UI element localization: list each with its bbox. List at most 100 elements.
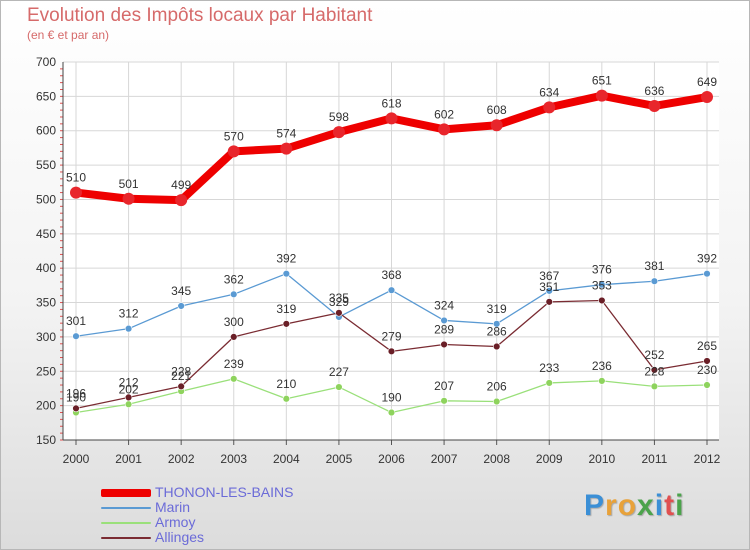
data-label: 634 (539, 85, 559, 99)
data-point (703, 357, 711, 365)
legend-label: Marin (155, 499, 191, 515)
logo-letter: o (617, 489, 638, 522)
data-point (545, 287, 553, 295)
data-label: 501 (119, 177, 139, 191)
data-point (122, 192, 135, 205)
logo-letter: i (654, 489, 665, 522)
legend-item: Armoy (101, 515, 293, 530)
data-label: 190 (381, 391, 401, 405)
data-label: 319 (487, 302, 507, 316)
y-tick-label: 150 (36, 433, 56, 447)
proxiti-logo: Proxiti (584, 489, 684, 523)
data-point (124, 400, 133, 408)
data-point (124, 324, 133, 333)
chart-title: Evolution des Impôts locaux par Habitant (27, 5, 373, 26)
data-label: 353 (592, 278, 612, 292)
data-label: 206 (487, 380, 507, 394)
x-tick-label: 2001 (115, 452, 142, 466)
data-label: 335 (329, 291, 349, 305)
x-tick-label: 2003 (220, 452, 247, 466)
y-tick-label: 450 (36, 227, 56, 241)
data-point (177, 302, 185, 310)
data-point (70, 186, 82, 199)
y-tick-label: 550 (36, 158, 56, 172)
data-point (438, 123, 451, 136)
x-tick-label: 2006 (378, 452, 405, 466)
data-point (387, 408, 396, 417)
data-label: 598 (329, 110, 349, 124)
x-tick-label: 2012 (694, 452, 721, 466)
y-tick-label: 650 (36, 89, 56, 103)
data-point (492, 320, 501, 328)
data-label: 230 (697, 363, 717, 377)
data-label: 202 (119, 382, 139, 396)
data-label: 196 (66, 386, 86, 400)
data-point (385, 112, 398, 125)
data-point (282, 269, 291, 278)
data-point (650, 277, 659, 285)
data-point (440, 316, 448, 325)
data-label: 608 (487, 103, 507, 117)
chart-subtitle: (en € et par an) (27, 28, 110, 42)
x-tick-label: 2002 (168, 452, 195, 466)
data-point (72, 404, 80, 413)
legend-label: Armoy (155, 514, 196, 530)
data-label: 362 (224, 272, 244, 286)
data-label: 376 (592, 263, 612, 277)
data-label: 324 (434, 298, 454, 312)
data-point (230, 290, 238, 298)
data-point (492, 397, 501, 406)
data-point (492, 342, 501, 351)
data-point (280, 142, 293, 155)
data-point (175, 194, 188, 207)
data-label: 239 (224, 357, 244, 371)
logo-letter: i (675, 489, 685, 522)
data-point (545, 379, 553, 387)
data-point (650, 382, 659, 391)
data-point (598, 377, 606, 385)
data-label: 312 (119, 307, 139, 321)
data-point (650, 366, 659, 374)
data-label: 289 (434, 322, 454, 336)
x-tick-label: 2010 (588, 452, 615, 466)
x-tick-label: 2004 (273, 452, 300, 466)
data-label: 636 (644, 84, 664, 98)
x-tick-label: 2009 (536, 452, 563, 466)
data-point (72, 332, 80, 340)
data-label: 570 (224, 129, 244, 143)
y-tick-label: 400 (36, 261, 56, 275)
y-tick-label: 700 (36, 55, 56, 69)
x-tick-label: 2005 (326, 452, 353, 466)
data-label: 329 (329, 295, 349, 309)
data-point (387, 347, 396, 356)
data-point (543, 101, 556, 114)
data-point (440, 340, 448, 349)
logo-letter: P (584, 489, 606, 522)
data-point (648, 99, 661, 112)
logo-letter: x (637, 489, 655, 522)
data-point (177, 382, 185, 391)
data-label: 651 (592, 74, 612, 88)
x-tick-label: 2011 (642, 452, 668, 466)
data-point (387, 286, 396, 294)
legend-item: THONON-LES-BAINS (101, 485, 293, 500)
data-label: 265 (697, 339, 717, 353)
data-label: 618 (381, 96, 401, 110)
data-label: 228 (644, 364, 664, 378)
chart-legend: THONON-LES-BAINS Marin Armoy Allinges (101, 485, 293, 545)
data-label: 574 (276, 127, 296, 141)
data-label: 300 (224, 315, 244, 329)
logo-letter: r (605, 489, 618, 522)
data-label: 279 (381, 329, 401, 343)
y-tick-label: 300 (36, 330, 56, 344)
data-point (703, 269, 711, 278)
data-label: 252 (644, 348, 664, 362)
data-point (282, 395, 291, 403)
legend-swatch (101, 521, 151, 524)
data-label: 207 (434, 379, 454, 393)
data-label: 392 (276, 252, 296, 266)
legend-item: Marin (101, 500, 293, 515)
y-tick-label: 250 (36, 364, 56, 378)
data-label: 510 (66, 171, 86, 185)
